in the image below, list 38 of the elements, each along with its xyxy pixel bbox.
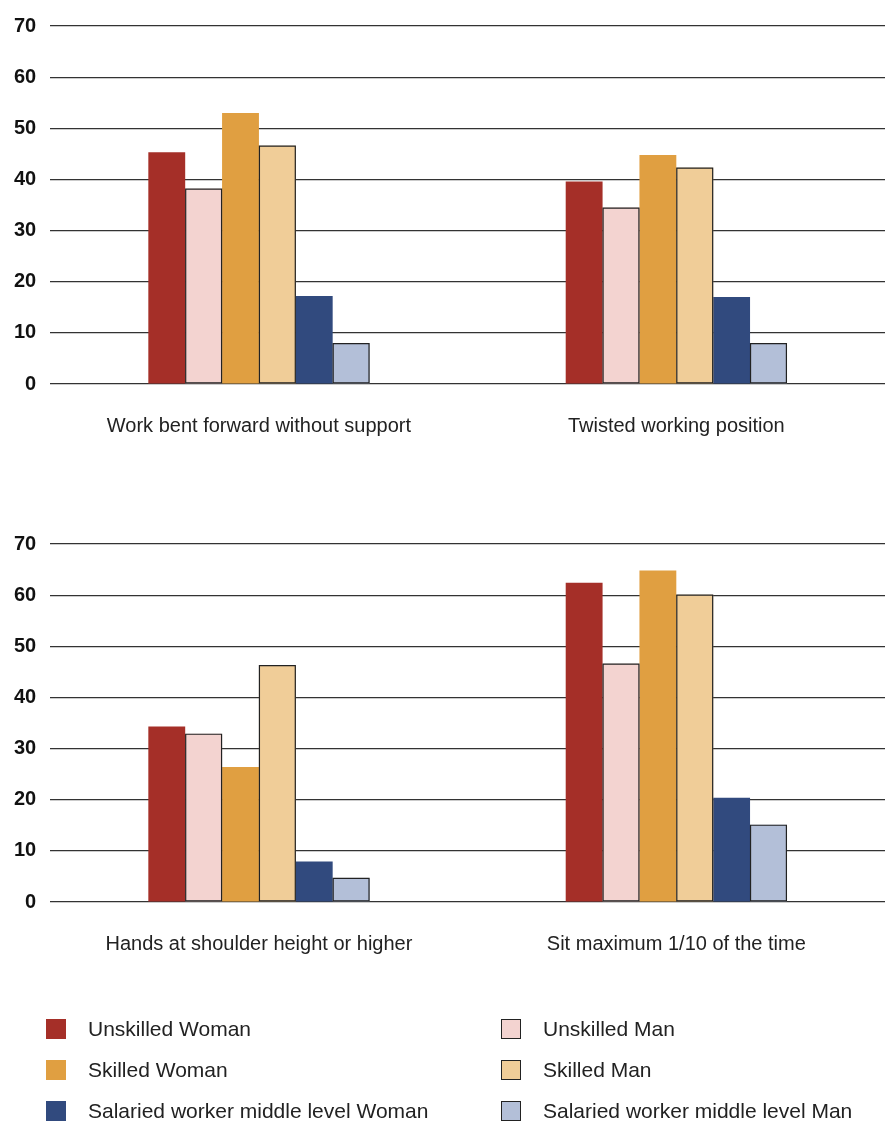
bar [222,766,259,902]
y-tick-label: 60 [14,582,37,605]
bar [713,797,751,902]
bar [713,297,751,384]
legend-label: Skilled Man [543,1057,652,1082]
bar [565,582,603,902]
legend-label: Salaried worker middle level Man [543,1098,853,1123]
y-tick-label: 20 [14,787,37,810]
y-tick-label: 0 [25,371,37,394]
y-tick-label: 40 [14,166,37,189]
y-tick-label: 30 [14,218,37,241]
x-tick-label: Twisted working position [567,413,785,436]
bar [639,154,677,384]
legend-label: Salaried worker middle level Woman [88,1098,429,1123]
bar [148,152,186,384]
bar [222,112,259,384]
bar [148,726,186,902]
y-tick-label: 10 [14,838,37,861]
bar [639,570,677,902]
y-tick-label: 10 [14,320,37,343]
bar [295,296,333,384]
x-tick-label: Sit maximum 1/10 of the time [546,931,806,954]
y-tick-label: 30 [14,736,37,759]
bar [295,861,333,902]
y-tick-label: 20 [14,269,37,292]
y-tick-label: 70 [14,531,37,554]
x-tick-label: Hands at shoulder height or higher [105,931,413,954]
y-tick-label: 0 [25,889,37,912]
legend-label: Skilled Woman [88,1057,228,1082]
bar [565,181,603,384]
legend-label: Unskilled Man [543,1016,675,1041]
x-tick-label: Work bent forward without support [106,413,412,436]
y-tick-label: 70 [14,13,37,36]
legend-label: Unskilled Woman [88,1016,252,1041]
y-tick-label: 50 [14,633,37,656]
y-tick-label: 50 [14,115,37,138]
y-tick-label: 60 [14,64,37,87]
y-tick-label: 40 [14,684,37,707]
